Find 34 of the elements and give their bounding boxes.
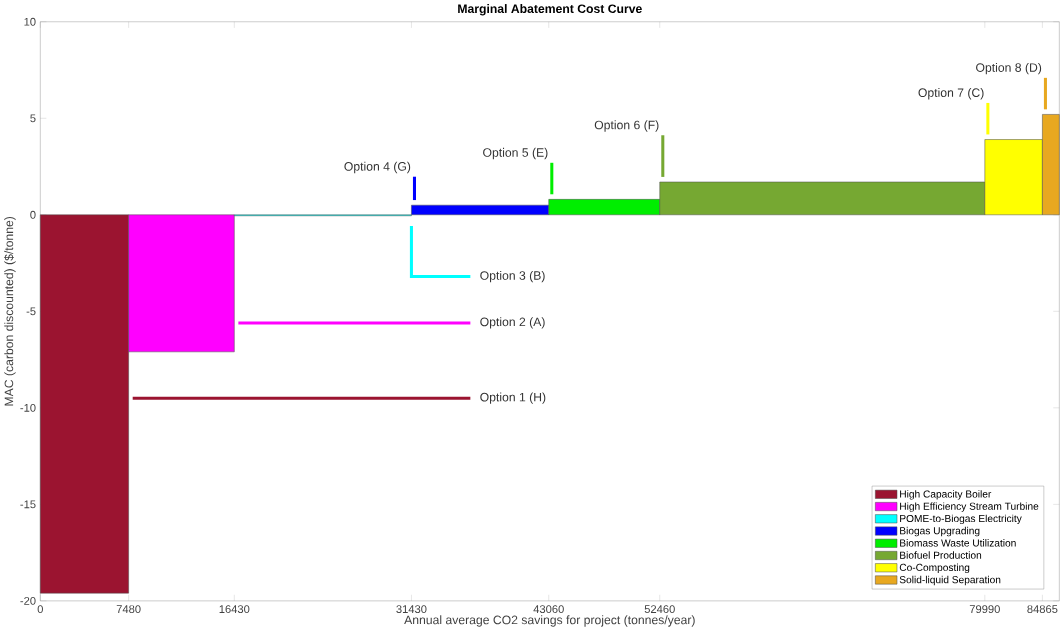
x-tick-label: 79990	[969, 605, 1000, 614]
y-tick-label: -20	[20, 597, 36, 605]
legend-label: Biogas Upgrading	[900, 527, 980, 537]
y-axis-title: MAC (carbon discounted) ($/tonne)	[4, 217, 16, 406]
legend-label: Solid-liquid Separation	[899, 575, 1001, 586]
annotation: Option 3 (B)	[480, 271, 545, 283]
x-tick-label: 0	[37, 605, 43, 614]
x-tick-label: 31430	[396, 605, 427, 614]
x-tick-label: 84865	[1027, 605, 1058, 614]
y-tick-label: -10	[20, 404, 36, 412]
legend-label: Co-Composting	[899, 563, 970, 574]
y-tick-label: 0	[30, 211, 36, 219]
y-tick-label: 5	[30, 114, 36, 123]
x-tick-label: 7480	[116, 605, 141, 614]
x-tick-label: 52460	[644, 605, 675, 614]
x-tick-label: 16430	[219, 605, 250, 614]
annotation: Option 2 (A)	[480, 317, 545, 329]
y-tick-label: 10	[24, 17, 36, 26]
x-axis-title: Annual average CO2 savings for project (tonnes/year)	[404, 615, 695, 627]
annotation: Option 5 (E)	[483, 148, 548, 160]
y-tick-label: -15	[20, 500, 36, 509]
y-tick-label: -5	[26, 307, 36, 316]
legend-label: Biomass Waste Utilization	[900, 539, 1016, 547]
annotation: Option 1 (H)	[480, 392, 546, 404]
legend-label: Biofuel Production	[900, 551, 982, 559]
legend-label: POME-to-Biogas Electricity	[900, 514, 1022, 525]
chart-title: Marginal Abatement Cost Curve	[458, 4, 642, 16]
annotation: Option 6 (F)	[594, 120, 659, 132]
annotation: Option 8 (D)	[976, 63, 1042, 75]
x-tick-label: 43060	[533, 605, 564, 614]
annotation: Option 7 (C)	[918, 88, 984, 100]
legend-label: High Efficiency Stream Turbine	[900, 502, 1039, 512]
legend-label: High Capacity Boiler	[900, 490, 992, 500]
annotation: Option 4 (G)	[344, 161, 411, 174]
